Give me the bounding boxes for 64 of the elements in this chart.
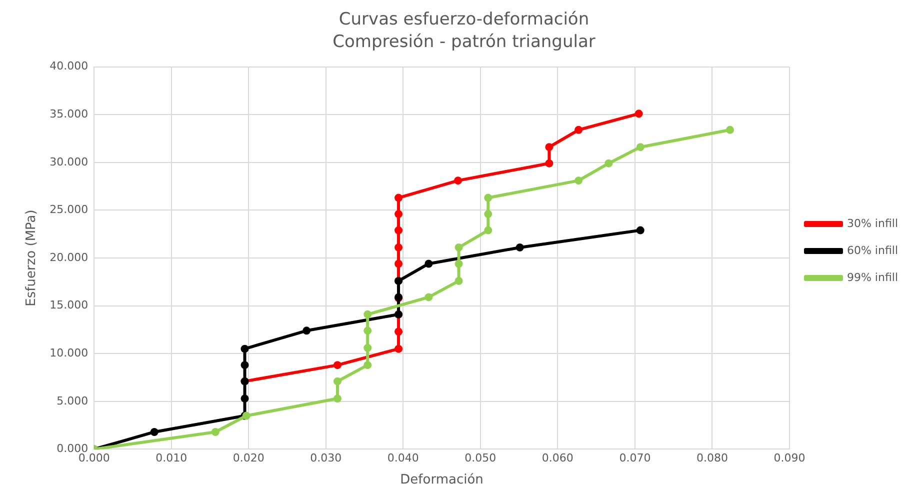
point (394, 328, 403, 336)
point (484, 226, 492, 234)
point (240, 394, 249, 403)
point (636, 226, 644, 234)
point (240, 344, 249, 353)
point (545, 143, 554, 152)
point (634, 110, 643, 118)
point (454, 276, 463, 285)
point (516, 243, 524, 252)
point (150, 428, 158, 436)
y-tick-label: 20.000 (50, 250, 88, 264)
point (454, 260, 463, 268)
point (726, 126, 734, 134)
y-axis-title: Esfuerzo (MPa) (24, 210, 40, 306)
x-tick-label: 0.010 (156, 452, 188, 465)
x-tick-label: 0.080 (696, 452, 728, 465)
point (394, 344, 403, 353)
point (394, 226, 403, 234)
point (454, 243, 463, 252)
point (364, 326, 372, 335)
point (454, 176, 462, 185)
y-tick-label: 35.000 (50, 107, 88, 120)
point (574, 176, 583, 185)
point (394, 210, 403, 218)
y-tick-label: 30.000 (50, 155, 88, 168)
y-tick-label: 15.000 (50, 298, 88, 312)
x-tick-label: 0.050 (464, 452, 496, 465)
chart-subtitle: Compresión - patrón triangular (332, 32, 596, 52)
point (364, 310, 372, 318)
point (424, 293, 433, 302)
legend-label: 30% infill (846, 216, 898, 230)
point (545, 159, 554, 168)
x-tick-label: 0.020 (232, 452, 264, 465)
x-tick-label: 0.090 (774, 452, 806, 465)
point (484, 194, 492, 202)
point (424, 260, 433, 268)
legend-label: 60% infill (846, 244, 898, 257)
x-tick-label: 0.030 (310, 452, 342, 465)
x-tick-label: 0.000 (78, 452, 110, 465)
point (364, 344, 372, 352)
point (302, 326, 311, 335)
point (240, 361, 249, 370)
chart-title: Curvas esfuerzo-deformación (338, 10, 590, 30)
x-tick-label: 0.040 (387, 452, 419, 465)
y-tick-label: 40.000 (50, 60, 88, 73)
x-axis-title: Deformación (400, 472, 484, 488)
point (484, 210, 492, 218)
x-tick-label: 0.070 (619, 452, 651, 465)
y-tick-label: 5.000 (56, 394, 88, 408)
point (211, 428, 220, 436)
point (333, 361, 342, 370)
point (333, 394, 342, 403)
y-tick-label: 25.000 (50, 203, 88, 216)
point (604, 159, 613, 168)
point (333, 377, 342, 386)
point (394, 243, 403, 252)
x-tick-label: 0.060 (542, 452, 574, 465)
point (394, 260, 403, 268)
legend-label: 99% infill (846, 270, 898, 284)
point (636, 143, 644, 152)
y-tick-label: 10.000 (50, 346, 88, 360)
point (364, 361, 372, 370)
point (394, 194, 403, 202)
point (574, 126, 583, 134)
